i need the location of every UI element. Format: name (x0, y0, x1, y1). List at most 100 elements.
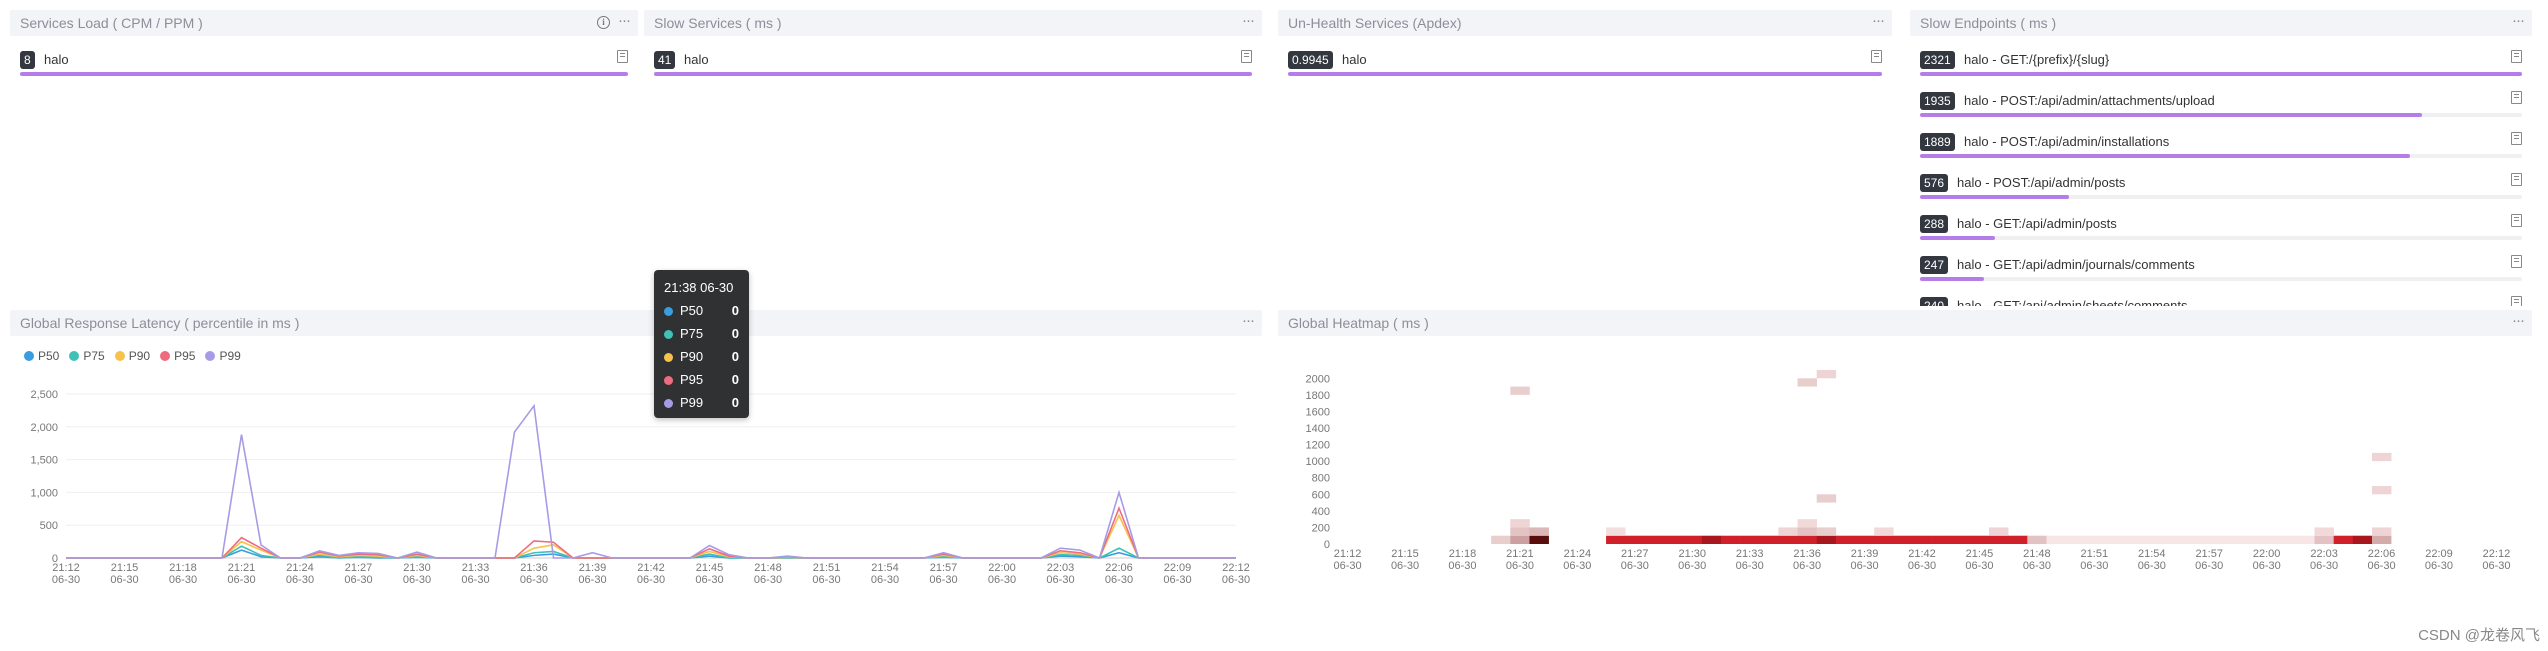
series-line-p99[interactable] (66, 403, 1236, 560)
legend-item[interactable]: P75 (69, 349, 105, 363)
copy-icon[interactable] (2511, 50, 2522, 63)
legend-item[interactable]: P95 (160, 349, 195, 363)
heatmap-cell[interactable] (2276, 535, 2296, 544)
heatmap-cell[interactable] (1701, 535, 1722, 544)
value-badge: 576 (1920, 174, 1949, 192)
info-icon[interactable]: i (597, 16, 610, 29)
list-item[interactable]: 1889 halo - POST:/api/admin/installations (1910, 132, 2532, 172)
heatmap-cell[interactable] (1989, 535, 2009, 544)
list-item[interactable]: 247 halo - GET:/api/admin/journals/commen… (1910, 255, 2532, 295)
heatmap-cell[interactable] (1797, 527, 1817, 536)
heatmap-cell[interactable] (1720, 535, 1741, 544)
copy-icon[interactable] (1871, 50, 1882, 63)
heatmap-cell[interactable] (2218, 535, 2239, 544)
heatmap-cell[interactable] (1491, 535, 1511, 544)
heatmap-cell[interactable] (2084, 535, 2105, 544)
heatmap-cell[interactable] (1931, 535, 1952, 544)
watermark: CSDN @龙卷风飞 (2418, 627, 2540, 644)
heatmap-cell[interactable] (1682, 535, 1703, 544)
heatmap-cell[interactable] (1797, 378, 1817, 387)
heatmap-cell[interactable] (1663, 535, 1683, 544)
copy-icon[interactable] (1241, 50, 1252, 63)
heatmap-cell[interactable] (2237, 535, 2258, 544)
list-item[interactable]: 41 halo (644, 50, 1262, 90)
more-dots-icon[interactable]: ··· (1242, 312, 1255, 329)
heatmap-cell[interactable] (1740, 535, 1760, 544)
list-item[interactable]: 2321 halo - GET:/{prefix}/{slug} (1910, 50, 2532, 90)
heatmap-cell[interactable] (1510, 535, 1530, 544)
heatmap-cell[interactable] (1816, 527, 1837, 536)
heatmap-cell[interactable] (1912, 535, 1932, 544)
heatmap-cell[interactable] (1644, 535, 1664, 544)
heatmap-cell[interactable] (1950, 535, 1971, 544)
heatmap-cell[interactable] (1529, 527, 1549, 536)
copy-icon[interactable] (617, 50, 628, 63)
heatmap-cell[interactable] (2371, 527, 2392, 536)
list-item[interactable]: 1935 halo - POST:/api/admin/attachments/u… (1910, 91, 2532, 131)
more-dots-icon[interactable]: ··· (618, 12, 631, 29)
heatmap-cell[interactable] (2295, 535, 2315, 544)
heatmap-cell[interactable] (2371, 452, 2392, 462)
heatmap-cell[interactable] (1816, 494, 1837, 503)
heatmap-cell[interactable] (2257, 535, 2277, 544)
heatmap-cell[interactable] (2180, 535, 2200, 544)
heatmap-cell[interactable] (2027, 535, 2047, 544)
copy-icon[interactable] (2511, 255, 2522, 268)
heatmap-cell[interactable] (1989, 527, 2009, 536)
list-item[interactable]: 8 halo (10, 50, 638, 90)
heatmap-cell[interactable] (1625, 535, 1645, 544)
heatmap-cell[interactable] (1797, 519, 1817, 528)
more-dots-icon[interactable]: ··· (1872, 12, 1885, 29)
heatmap-cell[interactable] (2314, 527, 2334, 536)
heatmap-cell[interactable] (2008, 535, 2028, 544)
heatmap-cell[interactable] (1816, 535, 1837, 544)
heatmap-cell[interactable] (2199, 535, 2220, 544)
heatmap-cell[interactable] (2333, 535, 2354, 544)
heatmap-cell[interactable] (1606, 527, 1626, 536)
heatmap-cell[interactable] (2161, 535, 2181, 544)
latency-line-chart[interactable]: 05001,0001,5002,0002,50021:1206-3021:150… (10, 336, 1262, 610)
more-dots-icon[interactable]: ··· (2512, 312, 2525, 329)
list-item[interactable]: 240 halo - GET:/api/admin/sheets/comments (1910, 296, 2532, 306)
heatmap-cell[interactable] (1510, 519, 1530, 528)
heatmap-cell[interactable] (2352, 535, 2373, 544)
heatmap-cell[interactable] (2046, 535, 2066, 544)
heatmap-cell[interactable] (1778, 527, 1798, 536)
heatmap-cell[interactable] (1874, 527, 1894, 536)
heatmap-cell[interactable] (1816, 370, 1837, 379)
heatmap-cell[interactable] (1778, 535, 1798, 544)
heatmap-cell[interactable] (2371, 535, 2392, 544)
heatmap-cell[interactable] (1510, 386, 1530, 395)
legend-item[interactable]: P99 (205, 349, 241, 363)
heatmap-cell[interactable] (1606, 535, 1626, 544)
heatmap-cell[interactable] (1510, 527, 1530, 536)
heatmap-cell[interactable] (1893, 535, 1913, 544)
heatmap-cell[interactable] (2123, 535, 2143, 544)
copy-icon[interactable] (2511, 132, 2522, 145)
list-item[interactable]: 576 halo - POST:/api/admin/posts (1910, 173, 2532, 213)
legend-item[interactable]: P90 (114, 349, 150, 363)
legend-item[interactable]: P50 (24, 349, 59, 363)
copy-icon[interactable] (2511, 214, 2522, 227)
heatmap-cell[interactable] (1854, 535, 1875, 544)
heatmap-cell[interactable] (1759, 535, 1779, 544)
heatmap-cell[interactable] (1529, 535, 1549, 544)
heatmap-cell[interactable] (2371, 486, 2392, 495)
heatmap-cell[interactable] (1797, 535, 1817, 544)
heatmap-cell[interactable] (1835, 535, 1856, 544)
copy-icon[interactable] (2511, 173, 2522, 186)
list-item[interactable]: 0.9945 halo (1278, 50, 1892, 90)
more-dots-icon[interactable]: ··· (1242, 12, 1255, 29)
heatmap-cell[interactable] (2065, 535, 2086, 544)
more-dots-icon[interactable]: ··· (2512, 12, 2525, 29)
copy-icon[interactable] (2511, 91, 2522, 104)
heatmap-cell[interactable] (1969, 535, 1990, 544)
heatmap-cell[interactable] (2314, 535, 2334, 544)
heatmap-cell[interactable] (2103, 535, 2124, 544)
list-item[interactable]: 288 halo - GET:/api/admin/posts (1910, 214, 2532, 254)
heatmap-cell[interactable] (2142, 535, 2162, 544)
heatmap-chart[interactable]: 0 200 400 600 800 1000 1200 1400 1600 1800 2000 21:… (1278, 336, 2532, 610)
tooltip-series-name: P50 (680, 303, 704, 318)
copy-icon[interactable] (2511, 296, 2522, 306)
heatmap-cell[interactable] (1874, 535, 1894, 544)
